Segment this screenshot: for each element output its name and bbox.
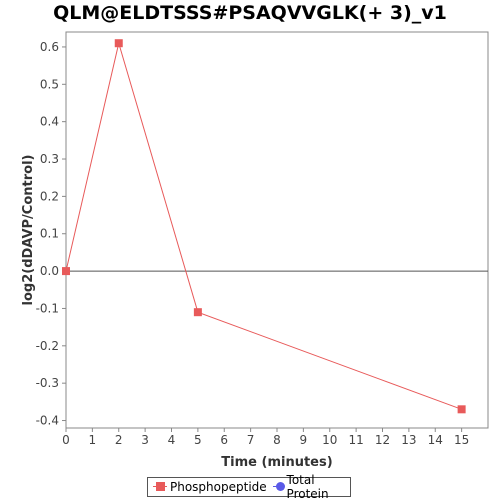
x-tick-label: 5 (194, 433, 202, 447)
x-tick-label: 9 (300, 433, 308, 447)
x-tick-label: 13 (401, 433, 416, 447)
x-axis: 0 1 2 3 4 5 6 7 8 9 10 11 12 13 14 15 (62, 428, 469, 447)
y-axis: -0.4 -0.3 -0.2 -0.1 0.0 0.1 0.2 0.3 0.4 0.5 0.6 (36, 40, 66, 428)
legend-label-phosphopeptide: Phosphopeptide (170, 480, 267, 494)
y-tick-label: -0.1 (36, 301, 59, 315)
series-layer (62, 39, 466, 414)
x-tick-label: 12 (375, 433, 390, 447)
data-point (193, 308, 202, 317)
x-tick-label: 1 (89, 433, 97, 447)
x-tick-label: 15 (454, 433, 469, 447)
y-tick-label: 0.1 (40, 227, 59, 241)
y-tick-label: 0.6 (40, 40, 59, 54)
y-tick-label: -0.4 (36, 414, 59, 428)
data-point (457, 405, 466, 414)
series-line-0 (65, 41, 462, 410)
y-tick-label: 0.5 (40, 77, 59, 91)
y-tick-label: 0.3 (40, 152, 59, 166)
x-tick-label: 14 (428, 433, 443, 447)
x-tick-label: 8 (273, 433, 281, 447)
data-point (62, 267, 70, 276)
x-tick-label: 0 (62, 433, 70, 447)
y-tick-label: 0.0 (40, 264, 59, 278)
y-tick-label: -0.2 (36, 339, 59, 353)
y-tick-label: -0.3 (36, 376, 59, 390)
legend-label-total-protein: Total Protein (286, 473, 329, 501)
x-tick-label: 2 (115, 433, 123, 447)
y-tick-label: 0.4 (40, 115, 59, 129)
x-tick-label: 4 (168, 433, 176, 447)
y-tick-label: 0.2 (40, 189, 59, 203)
x-tick-label: 11 (348, 433, 363, 447)
legend-swatch-total-protein (272, 482, 285, 492)
legend-item-total-protein: Total Protein (272, 473, 344, 501)
legend: Phosphopeptide Total Protein (147, 473, 351, 501)
chart-title: QLM@ELDTSSS#PSAQVVGLK(+ 3)_v1 (53, 2, 447, 24)
x-axis-label: Time (minutes) (221, 455, 332, 470)
plot-area (65, 31, 489, 429)
data-point (114, 39, 123, 48)
legend-swatch-phosphopeptide (153, 482, 167, 492)
y-axis-label: log2(dDAVP/Control) (21, 155, 36, 306)
x-tick-label: 6 (220, 433, 228, 447)
x-tick-label: 3 (141, 433, 149, 447)
x-tick-label: 10 (322, 433, 337, 447)
legend-item-phosphopeptide: Phosphopeptide (153, 480, 267, 494)
x-tick-label: 7 (247, 433, 255, 447)
